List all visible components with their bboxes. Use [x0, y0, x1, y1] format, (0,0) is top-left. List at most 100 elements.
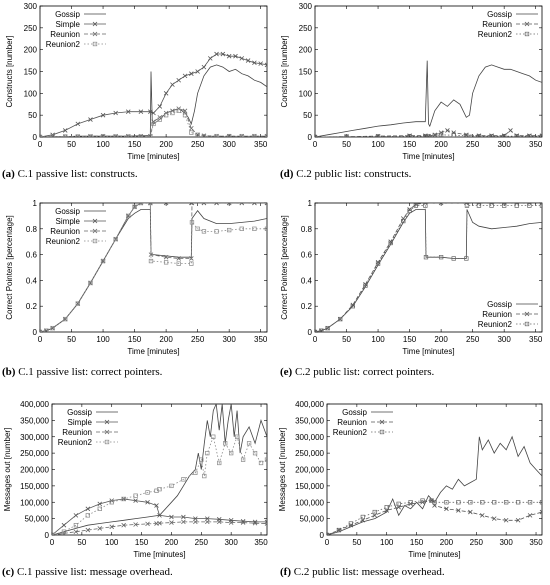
- legend-label: Reunion: [62, 428, 92, 437]
- x-tick-label: 0: [38, 140, 43, 149]
- series-point-17: [515, 517, 521, 523]
- series-point-2: [73, 529, 79, 535]
- series-point-1: [344, 134, 349, 137]
- series-point-12: [502, 133, 507, 137]
- y-tick-label: 0.4: [301, 276, 313, 285]
- series-point-17: [240, 520, 246, 525]
- series-point-0: [315, 329, 318, 332]
- series-point-19: [226, 203, 232, 206]
- series-point-13: [468, 509, 473, 515]
- series-point-3: [407, 133, 412, 137]
- series-point-24: [252, 450, 258, 456]
- series-point-2: [375, 134, 381, 137]
- series-point-13: [170, 82, 175, 87]
- y-tick-label: 50,000: [25, 515, 50, 524]
- series-point-16: [189, 203, 195, 206]
- y-axis-label: Messages out [number]: [278, 428, 287, 512]
- series-point-16: [228, 520, 234, 525]
- series-point-26: [252, 60, 257, 66]
- series-point-5: [109, 500, 114, 505]
- series-point-5: [363, 283, 368, 288]
- series-point-8: [145, 521, 150, 527]
- series-point-8: [145, 499, 150, 505]
- x-tick-label: 200: [159, 335, 173, 344]
- series-point-6: [121, 496, 126, 502]
- plot-frame: [314, 202, 543, 333]
- series-point-1: [319, 328, 324, 332]
- series-point-20: [227, 133, 232, 137]
- series-point-8: [145, 490, 150, 495]
- caption-label: (b): [2, 366, 16, 378]
- chart-a: 0 50 100 150 200 250 300 350 0 50 100 150 200 250 300 T…: [5, 2, 268, 161]
- series-point-4: [423, 133, 428, 137]
- x-tick-label: 150: [128, 140, 142, 149]
- series-point-12: [456, 500, 461, 505]
- series-point-2: [325, 325, 330, 331]
- chart-f: 0 50 100 150 200 250 300 350 0 50,000 100,000 150,0…: [278, 400, 543, 559]
- series-reunion2: [40, 203, 267, 332]
- series-point-10: [413, 203, 419, 208]
- series-point-12: [423, 255, 429, 260]
- series-point-5: [88, 280, 93, 286]
- series-point-22: [240, 457, 246, 462]
- y-axis-label: Constructs [number]: [5, 35, 14, 107]
- y-tick-label: 0: [308, 328, 313, 337]
- series-point-legend: [92, 21, 98, 27]
- series-point-legend: [379, 429, 385, 435]
- series-point-23: [264, 133, 267, 137]
- series-point-21: [239, 226, 244, 231]
- series-point-7: [133, 522, 138, 527]
- series-point-16: [464, 203, 470, 208]
- series-point-13: [170, 110, 175, 116]
- series-point-8: [138, 134, 144, 137]
- x-tick-label: 100: [380, 538, 394, 547]
- series-reunion2: [315, 132, 542, 137]
- series-line: [52, 498, 267, 535]
- series-point-11: [148, 203, 153, 206]
- series-point-2: [63, 134, 68, 137]
- legend-label: Reunion: [50, 30, 80, 39]
- x-tick-label: 150: [403, 140, 417, 149]
- series-point-19: [264, 519, 267, 525]
- series-point-16: [189, 220, 195, 225]
- series-point-legend: [92, 228, 98, 234]
- series-point-legend: [92, 238, 98, 244]
- series-point-24: [239, 56, 245, 61]
- y-tick-label: 100: [24, 89, 38, 98]
- series-point-20: [229, 450, 234, 456]
- series-point-15: [182, 113, 188, 118]
- series-point-16: [504, 500, 509, 505]
- series-line: [327, 500, 542, 535]
- caption-d: (d) C.2 public list: constructs.: [280, 168, 411, 181]
- series-simple: [52, 496, 267, 535]
- series-point-18: [527, 203, 532, 206]
- series-point-4: [372, 509, 377, 515]
- series-point-21: [252, 203, 257, 206]
- series-point-19: [214, 133, 219, 137]
- series-point-8: [401, 218, 406, 224]
- series-point-14: [508, 128, 513, 133]
- series-point-11: [157, 117, 162, 122]
- series-point-19: [223, 441, 228, 446]
- series-simple: [40, 51, 267, 137]
- series-point-8: [126, 213, 131, 219]
- y-tick-label: 0: [320, 531, 325, 540]
- x-tick-label: 150: [135, 538, 149, 547]
- series-point-11: [423, 203, 428, 206]
- caption-label: (e): [280, 366, 293, 378]
- x-tick-label: 300: [497, 140, 511, 149]
- series-point-0: [40, 134, 43, 137]
- series-point-22: [252, 226, 257, 231]
- y-tick-label: 0.6: [301, 251, 313, 260]
- y-tick-label: 1: [33, 199, 38, 208]
- series-point-17: [211, 434, 216, 439]
- series-point-legend: [92, 31, 98, 37]
- series-point-4: [88, 117, 93, 122]
- legend-label: Gossip: [67, 408, 92, 417]
- series-point-7: [133, 493, 138, 498]
- x-tick-label: 100: [371, 335, 385, 344]
- y-tick-label: 150: [299, 68, 313, 77]
- x-tick-label: 250: [470, 538, 484, 547]
- series-point-3: [75, 121, 81, 127]
